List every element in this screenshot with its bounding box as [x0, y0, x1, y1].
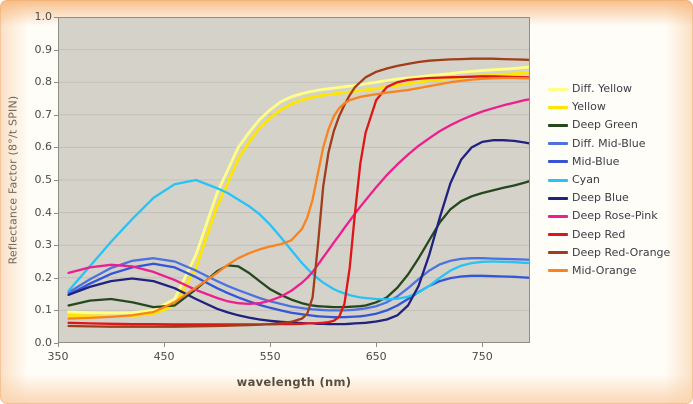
y-tick-label-0.5: 0.5	[34, 173, 53, 186]
legend-label-diff-yellow: Diff. Yellow	[572, 82, 632, 96]
legend-item-deep-blue: Deep Blue	[548, 189, 670, 207]
y-tick-label-0.8: 0.8	[34, 75, 53, 89]
x-tickmark	[58, 343, 59, 347]
y-tick-label-0.6: 0.6	[34, 140, 53, 154]
legend-swatch-cyan	[548, 178, 568, 182]
x-tick-label-650: 650	[365, 350, 387, 363]
series-line-deep-red-orange	[67, 57, 530, 328]
legend: Diff. Yellow Yellow Deep Green Diff. Mid-Bl…	[548, 80, 670, 280]
y-tick-label-0.3: 0.3	[34, 238, 53, 252]
y-tick-label-0.0: 0.0	[34, 336, 53, 349]
y-tick-label-0.7: 0.7	[34, 107, 53, 121]
legend-item-deep-red: Deep Red	[548, 226, 670, 244]
series-line-mid-orange	[67, 76, 530, 320]
y-tick-label-0.2: 0.2	[34, 270, 53, 284]
x-axis-title: wavelength (nm)	[236, 375, 352, 389]
y-tickmark	[54, 17, 58, 18]
legend-swatch-mid-blue	[548, 160, 568, 164]
legend-swatch-deep-green	[548, 123, 568, 127]
legend-swatch-yellow	[548, 105, 568, 109]
x-tick-label-450: 450	[153, 350, 175, 363]
legend-label-mid-blue: Mid-Blue	[572, 154, 620, 168]
y-tickmark	[54, 245, 58, 247]
legend-label-deep-red: Deep Red	[572, 227, 626, 241]
y-tickmark	[54, 180, 58, 181]
legend-swatch-deep-red	[548, 233, 568, 237]
series-line-deep-rose-pink	[67, 98, 530, 306]
y-tick-label-0.1: 0.1	[34, 303, 53, 317]
legend-label-deep-blue: Deep Blue	[572, 191, 629, 205]
series-line-deep-blue	[67, 139, 530, 326]
series-line-mid-blue	[67, 262, 530, 319]
legend-swatch-mid-orange	[548, 269, 568, 273]
legend-item-mid-orange: Mid-Orange	[548, 262, 670, 280]
reflectance-chart	[58, 17, 530, 343]
x-tickmark	[482, 343, 484, 347]
y-tickmark	[54, 82, 58, 84]
y-tickmark	[54, 343, 58, 344]
legend-swatch-deep-rose-pink	[548, 214, 568, 218]
y-tickmark	[54, 114, 58, 116]
legend-label-deep-rose-pink: Deep Rose-Pink	[572, 209, 658, 223]
x-tickmark	[164, 343, 166, 347]
y-tickmark	[54, 277, 58, 279]
legend-item-cyan: Cyan	[548, 171, 670, 189]
series-line-diff-mid-blue	[67, 257, 530, 312]
y-tickmark	[54, 147, 58, 149]
legend-item-deep-red-orange: Deep Red-Orange	[548, 244, 670, 262]
legend-item-yellow: Yellow	[548, 98, 670, 116]
y-tick-label-0.4: 0.4	[34, 205, 53, 219]
x-tick-label-750: 750	[471, 350, 493, 363]
x-tick-label-350: 350	[47, 350, 69, 363]
legend-label-mid-orange: Mid-Orange	[572, 263, 637, 277]
x-tickmark	[270, 343, 272, 347]
x-tick-label-550: 550	[259, 350, 281, 363]
legend-swatch-deep-red-orange	[548, 251, 568, 255]
legend-label-yellow: Yellow	[572, 100, 606, 114]
legend-item-diff-mid-blue: Diff. Mid-Blue	[548, 135, 670, 153]
legend-swatch-diff-yellow	[548, 87, 568, 91]
series-line-cyan	[67, 178, 530, 301]
legend-swatch-deep-blue	[548, 196, 568, 200]
plot-border	[58, 17, 530, 343]
legend-label-cyan: Cyan	[572, 173, 600, 187]
y-tick-label-1.0: 1.0	[34, 10, 53, 23]
legend-label-diff-mid-blue: Diff. Mid-Blue	[572, 136, 646, 150]
series-line-deep-red	[67, 75, 530, 326]
y-tickmark	[54, 49, 58, 51]
legend-item-deep-green: Deep Green	[548, 116, 670, 134]
legend-item-diff-yellow: Diff. Yellow	[548, 80, 670, 98]
legend-label-deep-red-orange: Deep Red-Orange	[572, 245, 671, 259]
x-tickmark	[376, 343, 378, 347]
legend-item-deep-rose-pink: Deep Rose-Pink	[548, 207, 670, 225]
legend-swatch-diff-mid-blue	[548, 142, 568, 146]
y-tickmark	[54, 212, 58, 214]
legend-item-mid-blue: Mid-Blue	[548, 153, 670, 171]
legend-label-deep-green: Deep Green	[572, 118, 638, 132]
y-tick-label-0.9: 0.9	[34, 42, 53, 56]
y-tickmark	[54, 310, 58, 312]
